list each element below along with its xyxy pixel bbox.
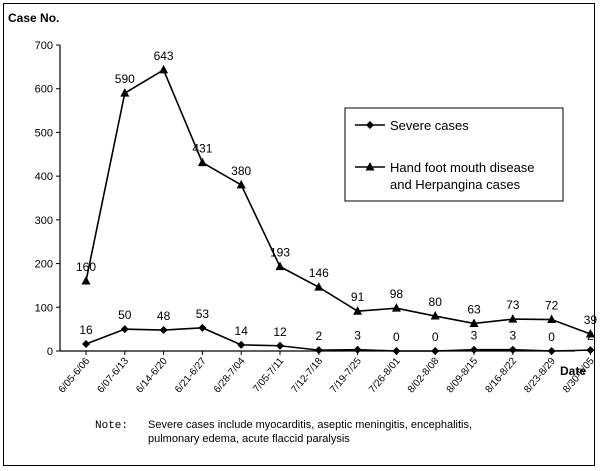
hfmd-data-label: 63: [467, 302, 481, 316]
hfmd-point-0: [81, 276, 91, 285]
legend-label-hfmd-line1: Hand foot mouth disease: [390, 160, 535, 175]
hfmd-data-label: 72: [545, 299, 559, 313]
hfmd-data-label: 380: [231, 164, 251, 178]
hfmd-data-label: 590: [115, 72, 135, 86]
y-tick-label: 400: [35, 171, 53, 183]
y-ticks: 0 100 200 300 400 500 600 700: [35, 40, 60, 358]
x-tick-label: 6/07-6/13: [96, 356, 132, 396]
x-tick-label: 8/23-8/29: [522, 356, 558, 396]
note-line-2: pulmonary edema, acute flaccid paralysis: [148, 433, 350, 445]
series-lines: [81, 64, 595, 355]
severe-point-7: [353, 345, 362, 354]
hfmd-data-label: 643: [154, 49, 174, 63]
severe-data-label: 0: [548, 330, 555, 344]
severe-point-1: [120, 325, 129, 334]
severe-data-label: 48: [157, 309, 171, 323]
hfmd-point-5: [275, 261, 285, 271]
severe-point-13: [586, 346, 595, 355]
note: Note: Severe cases include myocarditis, …: [95, 419, 472, 445]
data-labels: 16 50 48 53 14 12 2 3 0 0 3 3 0 2 160 590 643 431 380 193 14…: [76, 49, 597, 344]
severe-data-label: 12: [273, 325, 287, 339]
severe-data-label: 0: [393, 330, 400, 344]
severe-point-11: [508, 345, 517, 354]
x-tick-label: 6/14-6/20: [134, 356, 170, 396]
severe-data-label: 16: [79, 323, 93, 337]
note-line-1: Severe cases include myocarditis, asepti…: [148, 419, 472, 431]
x-tick-label: 7/05-7/11: [251, 356, 286, 395]
x-tick-label: 6/21-6/27: [173, 356, 209, 396]
y-tick-label: 600: [35, 84, 53, 96]
severe-point-12: [547, 347, 556, 355]
severe-point-9: [431, 347, 440, 355]
hfmd-point-10: [469, 318, 479, 327]
severe-data-label: 3: [509, 329, 516, 343]
severe-data-label: 3: [354, 329, 361, 343]
hfmd-data-label: 193: [270, 246, 290, 260]
hfmd-point-13: [585, 328, 595, 338]
hfmd-data-label: 98: [390, 287, 404, 301]
severe-point-10: [470, 345, 478, 354]
y-axis-label: Case No.: [8, 11, 59, 25]
hfmd-point-12: [547, 314, 557, 324]
severe-point-5: [276, 341, 284, 350]
hfmd-data-label: 39: [584, 313, 598, 327]
hfmd-data-label: 431: [192, 142, 212, 156]
hfmd-point-4: [236, 179, 246, 189]
hfmd-point-2: [159, 64, 169, 74]
severe-point-8: [392, 347, 401, 355]
legend-marker-hfmd: [365, 162, 375, 171]
hfmd-data-label: 146: [309, 266, 329, 280]
legend-label-severe: Severe cases: [390, 118, 469, 133]
x-tick-label: 8/09-8/15: [445, 356, 481, 396]
legend-label-hfmd-line2: and Herpangina cases: [390, 177, 521, 192]
severe-data-label: 0: [432, 330, 439, 344]
note-label: Note:: [95, 420, 128, 432]
x-tick-label: 8/02-8/08: [406, 356, 442, 396]
severe-data-label: 14: [235, 324, 249, 338]
x-tick-label: 8/16-8/22: [484, 356, 520, 396]
x-tick-label: 6/28-7/04: [212, 356, 248, 396]
severe-data-label: 2: [587, 329, 594, 343]
y-tick-label: 100: [35, 302, 53, 314]
y-tick-label: 300: [35, 215, 53, 227]
severe-point-0: [82, 340, 90, 349]
figure-frame: [3, 3, 595, 466]
hfmd-point-3: [197, 157, 207, 167]
hfmd-point-6: [314, 282, 324, 291]
x-tick-label: 6/05-6/06: [57, 356, 93, 396]
y-tick-label: 700: [35, 40, 53, 52]
severe-point-3: [198, 323, 207, 332]
hfmd-data-label: 91: [351, 290, 365, 304]
y-tick-label: 500: [35, 127, 53, 139]
hfmd-point-11: [508, 314, 518, 323]
series-line-0: [85, 327, 591, 352]
hfmd-data-label: 80: [429, 295, 443, 309]
x-tick-label: 7/12-7/18: [290, 356, 326, 396]
series-line-1: [85, 68, 591, 335]
legend-box: [344, 107, 564, 202]
severe-data-label: 2: [315, 329, 322, 343]
y-tick-label: 0: [47, 346, 53, 358]
legend-marker-severe: [366, 121, 374, 129]
severe-data-label: 53: [196, 307, 210, 321]
x-tick-label: 7/26-8/01: [367, 356, 403, 396]
hfmd-point-8: [391, 303, 401, 312]
severe-point-2: [159, 326, 168, 335]
hfmd-data-label: 160: [76, 260, 96, 274]
severe-point-4: [237, 340, 246, 349]
x-axis-label: Date: [560, 364, 586, 378]
severe-data-label: 50: [118, 308, 132, 322]
x-tick-label: 7/19-7/25: [328, 356, 364, 396]
severe-point-6: [314, 346, 323, 355]
y-tick-label: 200: [35, 259, 53, 271]
legend: Severe cases Hand foot mouth disease and…: [344, 107, 564, 202]
hfmd-point-7: [353, 306, 363, 315]
x-ticks: 6/05-6/06 6/07-6/13 6/14-6/20 6/21-6/27 6/28…: [57, 351, 597, 395]
hfmd-point-1: [120, 88, 130, 97]
severe-data-label: 3: [471, 329, 478, 343]
hfmd-data-label: 73: [506, 298, 520, 312]
hfmd-point-9: [430, 311, 440, 320]
